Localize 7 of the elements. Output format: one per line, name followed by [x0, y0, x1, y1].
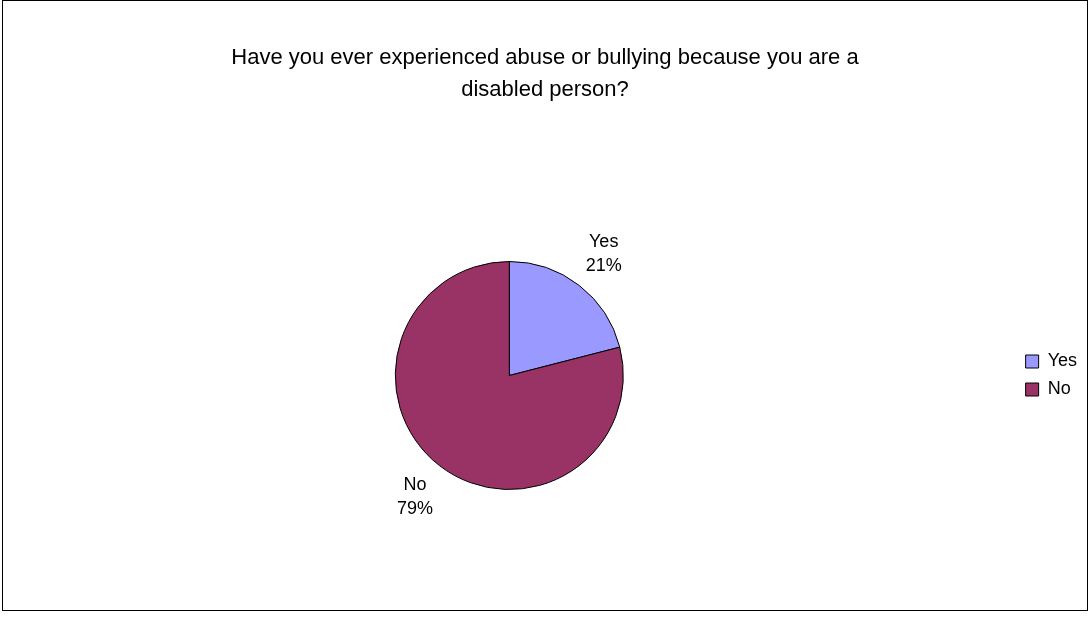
slice-label: Yes	[589, 230, 619, 251]
chart-title: Have you ever experienced abuse or bullying because you are a disabled person?	[230, 43, 860, 103]
legend-label: No	[1047, 378, 1071, 399]
data-label: 21%	[585, 254, 622, 275]
legend-label: Yes	[1047, 350, 1078, 371]
slice-label: No	[403, 474, 427, 495]
data-label: 79%	[396, 498, 433, 519]
